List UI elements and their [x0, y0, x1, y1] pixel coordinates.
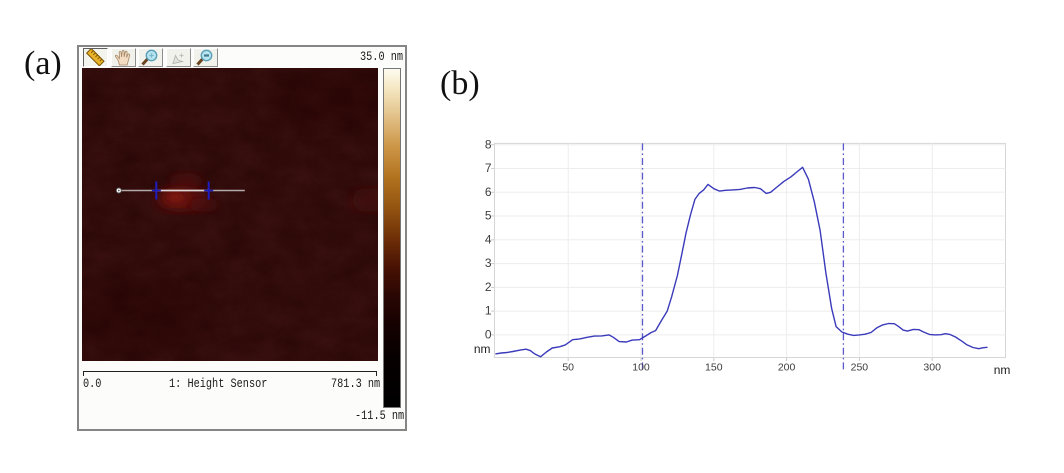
svg-text:250: 250: [851, 362, 869, 374]
svg-text:8: 8: [485, 137, 492, 151]
svg-text:nm: nm: [994, 363, 1011, 377]
svg-text:1: 1: [485, 304, 492, 318]
svg-text:200: 200: [778, 362, 796, 374]
svg-text:0: 0: [485, 328, 492, 342]
svg-text:50: 50: [562, 362, 574, 374]
svg-text:2: 2: [485, 280, 492, 294]
svg-text:nm: nm: [474, 342, 491, 356]
svg-text:5: 5: [485, 209, 492, 223]
svg-text:150: 150: [705, 362, 723, 374]
svg-text:100: 100: [632, 362, 650, 374]
svg-text:7: 7: [485, 161, 492, 175]
svg-text:6: 6: [485, 185, 492, 199]
svg-text:3: 3: [485, 256, 492, 270]
svg-text:4: 4: [485, 232, 492, 246]
svg-text:300: 300: [923, 362, 941, 374]
